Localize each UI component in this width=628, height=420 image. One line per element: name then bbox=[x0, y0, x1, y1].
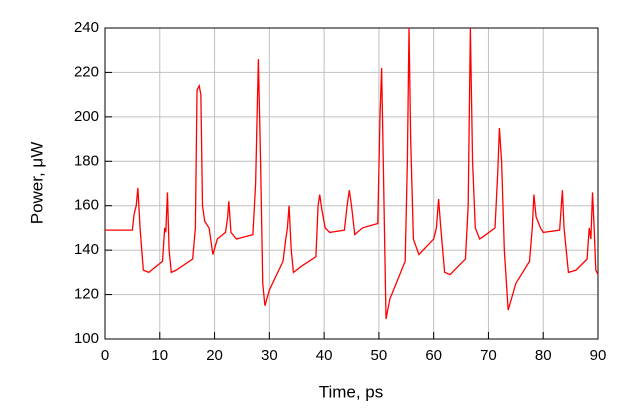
data-line bbox=[105, 27, 599, 320]
y-tick-label: 120 bbox=[74, 286, 99, 303]
y-tick-label: 100 bbox=[74, 330, 99, 347]
y-tick-label: 160 bbox=[74, 197, 99, 214]
y-tick-label: 180 bbox=[74, 152, 99, 169]
y-tick-label: 200 bbox=[74, 108, 99, 125]
y-tick-label: 140 bbox=[74, 241, 99, 258]
x-tick-label: 60 bbox=[425, 347, 442, 364]
x-tick-label: 10 bbox=[151, 347, 168, 364]
x-tick-label: 20 bbox=[206, 347, 223, 364]
y-tick-label: 240 bbox=[74, 19, 99, 36]
plot-frame bbox=[104, 27, 599, 340]
y-tick-label: 220 bbox=[74, 63, 99, 80]
x-tick-label: 50 bbox=[371, 347, 388, 364]
x-tick-label: 30 bbox=[261, 347, 278, 364]
y-axis-label: Power, μW bbox=[27, 142, 46, 225]
x-axis-label: Time, ps bbox=[319, 382, 384, 401]
x-tick-label: 80 bbox=[535, 347, 552, 364]
x-tick-label: 0 bbox=[101, 347, 109, 364]
x-tick-label: 70 bbox=[480, 347, 497, 364]
x-tick-label: 90 bbox=[590, 347, 607, 364]
x-tick-label: 40 bbox=[316, 347, 333, 364]
